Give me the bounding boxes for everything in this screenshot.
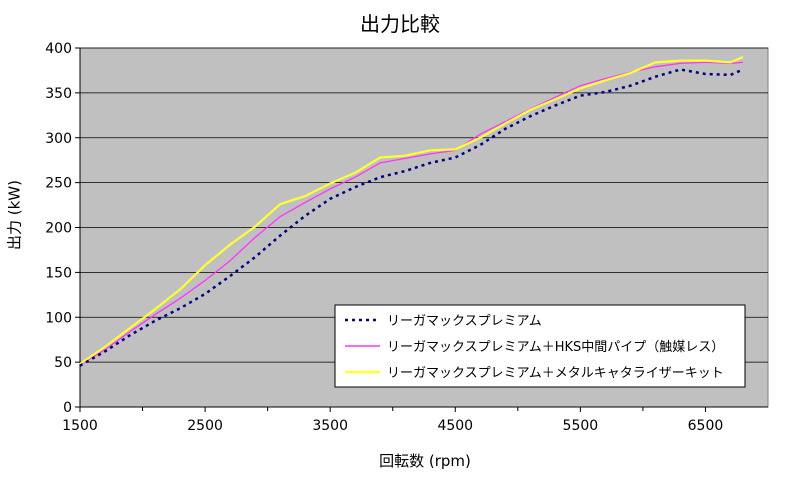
legend-box <box>334 304 746 388</box>
chart-title: 出力比較 <box>360 12 440 36</box>
y-tick-label: 100 <box>45 310 72 326</box>
x-tick-label: 1500 <box>62 418 98 434</box>
series-lines <box>79 55 744 367</box>
x-axis-label: 回転数 (rpm) <box>379 452 471 470</box>
y-tick-label: 0 <box>63 400 72 416</box>
y-tick-label: 250 <box>45 176 72 192</box>
series-line-2 <box>79 61 744 366</box>
legend-label: リーガマックスプレミアム＋メタルキャタライザーキット <box>387 366 724 381</box>
x-tick-label: 2500 <box>187 418 223 434</box>
x-tick-label: 6500 <box>688 418 724 434</box>
legend-label: リーガマックスプレミアム <box>387 314 542 329</box>
y-tick-label: 300 <box>45 131 72 147</box>
series-line-1 <box>79 68 744 367</box>
y-tick-label: 200 <box>45 221 72 237</box>
y-tick-label: 350 <box>45 86 72 102</box>
legend-label: リーガマックスプレミアム＋HKS中間パイプ（触媒レス） <box>387 340 724 355</box>
x-tick-label: 4500 <box>437 418 473 434</box>
series-line-3 <box>79 55 744 365</box>
y-tick-label: 50 <box>54 355 72 371</box>
x-tick-label: 5500 <box>563 418 599 434</box>
x-tick-label: 3500 <box>312 418 348 434</box>
y-tick-label: 150 <box>45 265 72 281</box>
tick-labels: 0 50 100 150 200 250 300 350 400 1500 2500 3500 4500… <box>45 41 723 434</box>
axes <box>79 48 768 408</box>
y-tick-label: 400 <box>45 41 72 57</box>
